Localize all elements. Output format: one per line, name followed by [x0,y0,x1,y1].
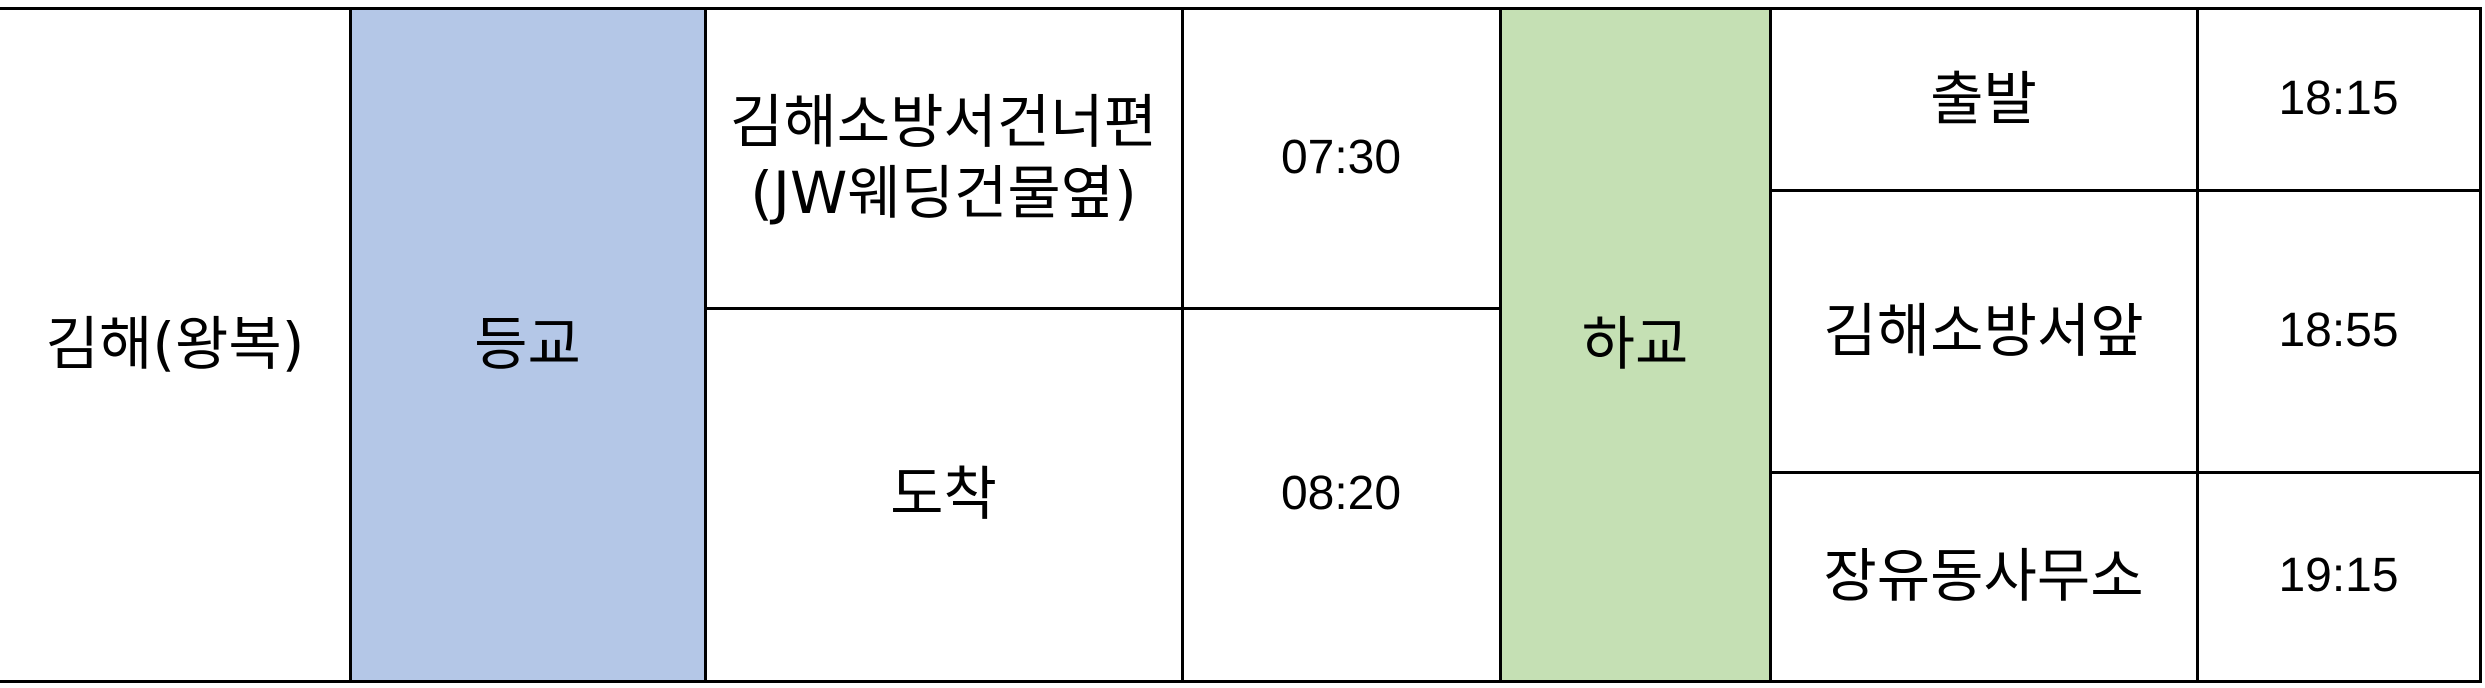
border-right [2479,7,2482,683]
divider [349,7,352,683]
divider [1181,7,1184,683]
from-school-stop-3: 장유동사무소 [1770,472,2197,680]
row-divider [704,307,1502,310]
time-value: 18:15 [2278,71,2399,125]
from-school-time-1: 18:15 [2197,8,2480,190]
border-bottom [0,680,2480,683]
from-school-stop-2: 김해소방서앞 [1770,190,2197,472]
from-school-time-2: 18:55 [2197,190,2480,472]
time-value: 07:30 [1280,130,1402,184]
from-school-stop-1: 출발 [1770,8,2197,190]
to-school-label: 등교 [474,309,581,378]
to-school-stop-2: 도착 [705,308,1182,680]
to-school-time-2: 08:20 [1182,308,1500,680]
stop-name: 장유동사무소 [1823,541,2144,610]
from-school-label: 하교 [1581,309,1689,378]
route-cell: 김해(왕복) [0,8,350,680]
stop-name: 김해소방서앞 [1823,296,2144,365]
stop-name: 도착 [890,459,997,528]
from-school-bg [1500,8,1770,680]
from-school-time-3: 19:15 [2197,472,2480,680]
time-value: 08:20 [1280,466,1402,520]
divider [1769,7,1772,683]
row-divider [1769,471,2481,474]
to-school-cell: 등교 [350,8,705,680]
stop-name: 출발 [1930,64,2037,133]
to-school-time-1: 07:30 [1182,8,1500,308]
time-value: 18:55 [2278,303,2399,357]
row-divider [1769,189,2481,192]
route-label: 김해(왕복) [45,309,305,378]
from-school-cell: 하교 [1500,8,1770,680]
to-school-bg [350,8,705,680]
divider [2196,7,2199,683]
to-school-stop-1: 김해소방서건너편 (JW웨딩건물옆) [705,8,1182,308]
stop-name-line2: (JW웨딩건물옆) [750,159,1137,227]
time-value: 19:15 [2278,548,2399,602]
divider [1499,7,1502,683]
divider [704,7,707,683]
border-top [0,7,2480,10]
stop-name-line1: 김해소방서건너편 [730,88,1157,157]
